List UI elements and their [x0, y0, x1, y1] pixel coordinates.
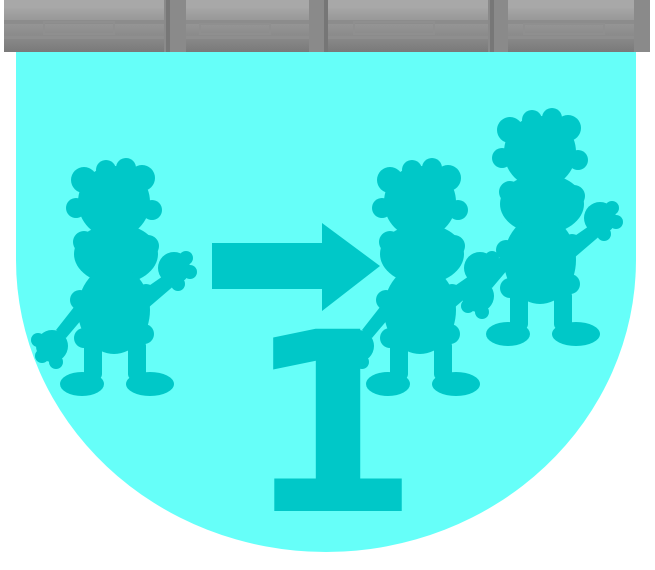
powerup-banner [16, 52, 636, 552]
arrow-right-icon [212, 223, 380, 311]
extra-life-count: 1 [245, 279, 419, 570]
hanger-bar [4, 0, 650, 52]
